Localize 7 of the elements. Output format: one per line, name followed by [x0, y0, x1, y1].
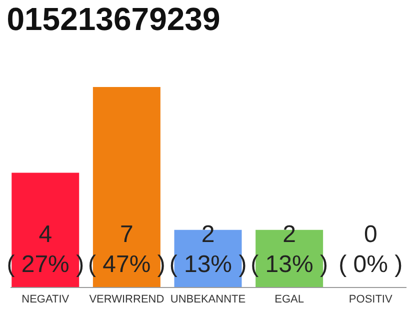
x-tick-label: POSITIV	[348, 294, 393, 306]
x-tick-label: UNBEKANNTE	[170, 294, 246, 306]
data-label: 0 ( 0% )	[338, 221, 403, 278]
chart-title: 015213679239	[6, 1, 220, 37]
x-tick-label: NEGATIV	[22, 294, 70, 306]
x-tick-label: EGAL	[274, 294, 304, 306]
x-tick-label: VERWIRREND	[89, 294, 164, 306]
